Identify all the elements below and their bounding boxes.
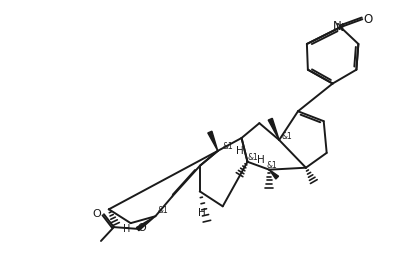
Text: &1: &1 bbox=[222, 142, 233, 152]
Text: N: N bbox=[336, 23, 345, 33]
Text: O: O bbox=[364, 13, 373, 26]
Text: H: H bbox=[236, 146, 243, 156]
Text: O: O bbox=[93, 209, 101, 219]
Text: &1: &1 bbox=[267, 161, 277, 170]
Polygon shape bbox=[269, 170, 279, 179]
Text: H: H bbox=[123, 224, 130, 234]
Text: O: O bbox=[137, 223, 146, 233]
Text: &1: &1 bbox=[247, 153, 258, 162]
Polygon shape bbox=[208, 131, 218, 151]
Polygon shape bbox=[136, 216, 155, 231]
Text: &1: &1 bbox=[158, 206, 169, 215]
Text: &1: &1 bbox=[282, 131, 292, 141]
Polygon shape bbox=[268, 118, 279, 140]
Text: N: N bbox=[333, 20, 342, 33]
Text: H: H bbox=[198, 208, 206, 218]
Text: H: H bbox=[257, 155, 265, 165]
